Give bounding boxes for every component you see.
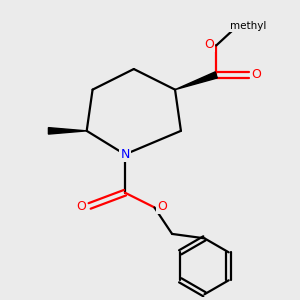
Text: O: O bbox=[204, 38, 214, 51]
Polygon shape bbox=[175, 72, 217, 90]
Text: N: N bbox=[120, 148, 130, 161]
Text: methyl: methyl bbox=[230, 21, 266, 31]
Text: O: O bbox=[157, 200, 167, 213]
Text: O: O bbox=[76, 200, 86, 213]
Text: O: O bbox=[251, 68, 261, 81]
Polygon shape bbox=[48, 128, 87, 134]
